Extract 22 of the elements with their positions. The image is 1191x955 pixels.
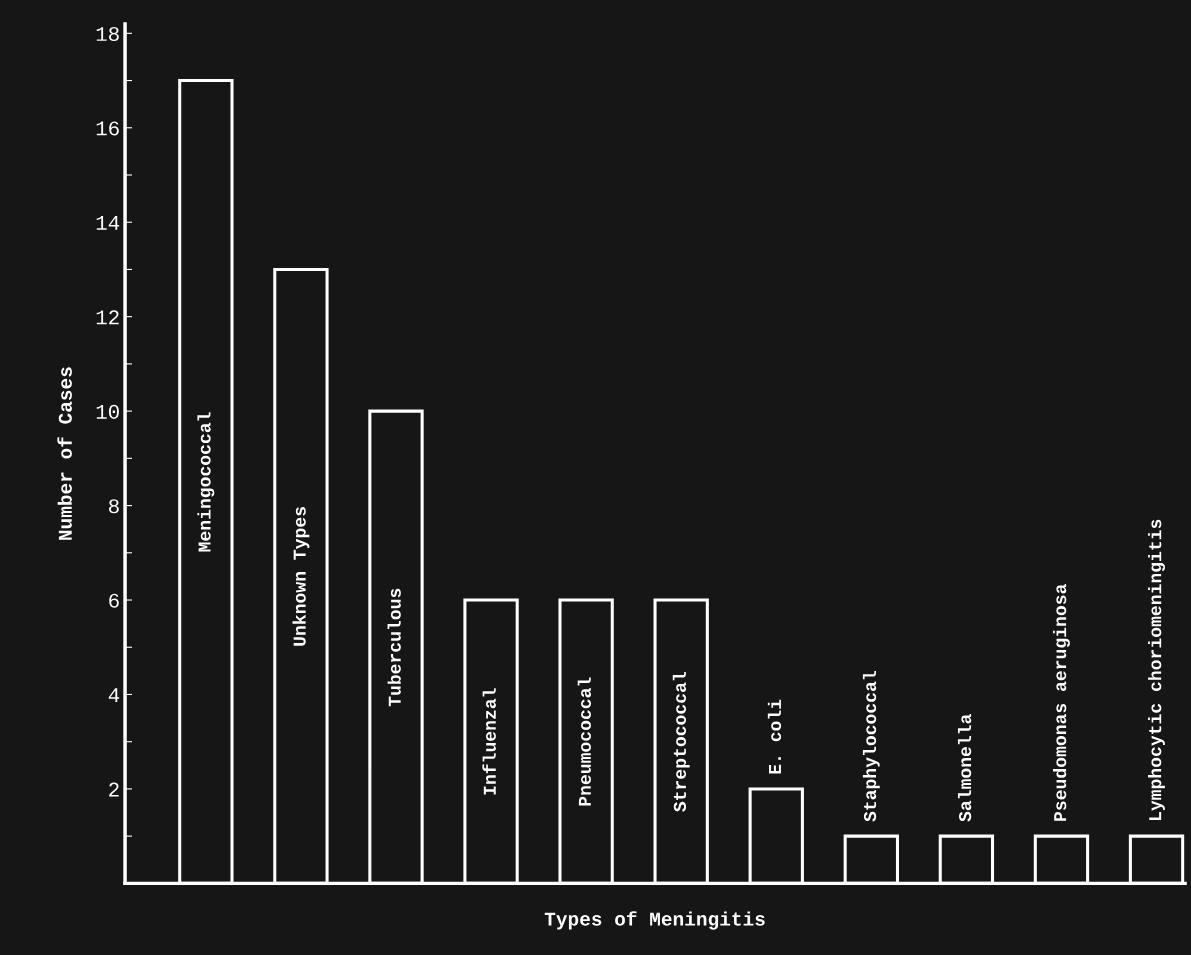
x-tick-label: Lymphocytic choriomeningitis	[1148, 519, 1165, 821]
x-tick-label: E. coli	[767, 699, 782, 774]
y-tick-label: 16	[96, 121, 119, 136]
y-axis-title: Number of Cases	[57, 367, 72, 540]
y-tick-label: 10	[96, 404, 119, 419]
x-tick-label: Unknown Types	[292, 507, 310, 646]
y-tick-label: 18	[96, 26, 119, 42]
y-tick-label: 12	[96, 310, 119, 325]
x-tick-label: Pseudomonas aeruginosa	[1053, 584, 1070, 821]
x-tick-label: Streptococcal	[672, 672, 690, 812]
x-tick-label: Tuberculous	[387, 588, 401, 707]
x-tick-label: Influenzal	[482, 688, 496, 795]
y-tick-label: 2	[109, 782, 119, 797]
x-axis-title: Types of Meningitis	[544, 911, 765, 930]
x-tick-label: Staphylococcal	[862, 671, 880, 822]
x-tick-label: Salmonella	[957, 714, 972, 822]
y-tick-label: 4	[108, 688, 120, 703]
x-tick-label: Meningococcal	[197, 412, 215, 552]
y-tick-label: 6	[109, 593, 119, 608]
y-tick-label: 8	[109, 499, 119, 514]
y-tick-label: 14	[96, 216, 120, 230]
x-tick-label: Pneumococcal	[577, 677, 591, 806]
